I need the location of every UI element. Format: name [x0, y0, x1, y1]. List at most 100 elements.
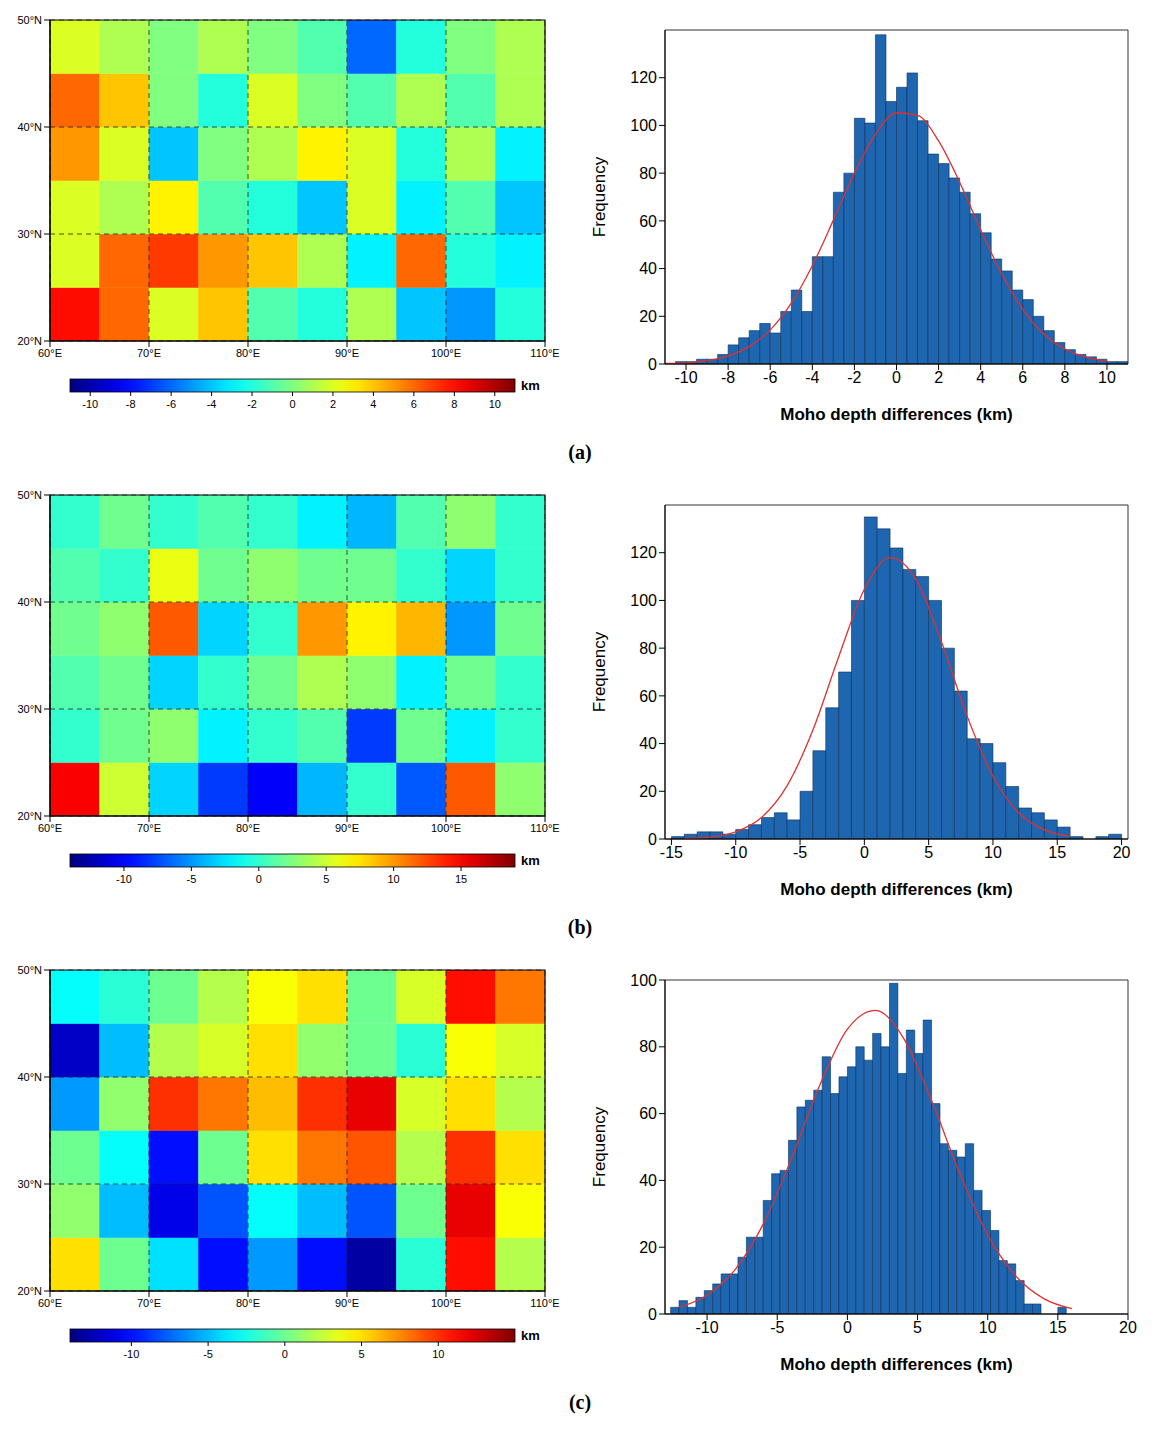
svg-text:-6: -6 [166, 398, 176, 410]
svg-text:20: 20 [1113, 844, 1131, 861]
svg-text:100°E: 100°E [431, 1297, 461, 1309]
svg-text:0: 0 [648, 1306, 657, 1323]
svg-text:8: 8 [451, 398, 457, 410]
svg-text:-5: -5 [793, 844, 807, 861]
svg-text:50°N: 50°N [17, 14, 42, 26]
svg-text:0: 0 [648, 356, 657, 373]
svg-text:120: 120 [630, 544, 657, 561]
svg-text:90°E: 90°E [335, 822, 359, 834]
svg-text:30°N: 30°N [17, 1178, 42, 1190]
svg-text:30°N: 30°N [17, 703, 42, 715]
svg-text:Moho depth differences (km): Moho depth differences (km) [780, 405, 1012, 424]
svg-text:-5: -5 [186, 873, 196, 885]
svg-text:40: 40 [639, 260, 657, 277]
svg-text:20: 20 [639, 783, 657, 800]
svg-text:5: 5 [323, 873, 329, 885]
svg-text:15: 15 [455, 873, 467, 885]
svg-text:100°E: 100°E [431, 822, 461, 834]
svg-text:80: 80 [639, 165, 657, 182]
svg-text:80°E: 80°E [236, 822, 260, 834]
svg-text:0: 0 [256, 873, 262, 885]
svg-text:-15: -15 [660, 844, 683, 861]
svg-text:-4: -4 [207, 398, 217, 410]
svg-text:Frequency: Frequency [590, 631, 609, 712]
svg-text:0: 0 [648, 831, 657, 848]
svg-text:4: 4 [370, 398, 376, 410]
svg-text:60: 60 [639, 688, 657, 705]
svg-text:70°E: 70°E [137, 822, 161, 834]
svg-text:15: 15 [1048, 844, 1066, 861]
svg-text:60°E: 60°E [38, 347, 62, 359]
svg-text:100: 100 [630, 972, 657, 989]
svg-text:6: 6 [1018, 369, 1027, 386]
svg-text:km: km [521, 853, 540, 868]
svg-text:20: 20 [639, 308, 657, 325]
svg-text:20°N: 20°N [17, 1285, 42, 1297]
svg-text:110°E: 110°E [530, 347, 559, 359]
svg-text:80°E: 80°E [236, 1297, 260, 1309]
svg-text:5: 5 [358, 1348, 364, 1360]
svg-text:40°N: 40°N [17, 596, 42, 608]
svg-text:20°N: 20°N [17, 810, 42, 822]
svg-text:8: 8 [1060, 369, 1069, 386]
svg-text:Moho depth differences (km): Moho depth differences (km) [780, 1355, 1012, 1374]
svg-text:110°E: 110°E [530, 822, 559, 834]
svg-text:-6: -6 [763, 369, 777, 386]
svg-text:-5: -5 [203, 1348, 213, 1360]
svg-text:70°E: 70°E [137, 347, 161, 359]
svg-text:40: 40 [639, 735, 657, 752]
svg-text:50°N: 50°N [17, 489, 42, 501]
svg-text:-4: -4 [805, 369, 819, 386]
svg-text:90°E: 90°E [335, 347, 359, 359]
svg-text:5: 5 [913, 1319, 922, 1336]
svg-text:20: 20 [639, 1239, 657, 1256]
svg-text:-10: -10 [123, 1348, 139, 1360]
svg-text:-2: -2 [847, 369, 861, 386]
svg-text:40°N: 40°N [17, 1071, 42, 1083]
svg-text:-10: -10 [116, 873, 132, 885]
svg-text:10: 10 [489, 398, 501, 410]
svg-text:100: 100 [630, 117, 657, 134]
svg-text:-8: -8 [721, 369, 735, 386]
svg-text:0: 0 [892, 369, 901, 386]
svg-text:-2: -2 [247, 398, 257, 410]
svg-text:-8: -8 [126, 398, 136, 410]
svg-text:80: 80 [639, 640, 657, 657]
svg-text:15: 15 [1049, 1319, 1067, 1336]
svg-text:60°E: 60°E [38, 1297, 62, 1309]
svg-text:60: 60 [639, 213, 657, 230]
svg-text:6: 6 [411, 398, 417, 410]
svg-text:80: 80 [639, 1038, 657, 1055]
svg-text:120: 120 [630, 69, 657, 86]
svg-text:-10: -10 [82, 398, 98, 410]
svg-text:10: 10 [432, 1348, 444, 1360]
svg-text:10: 10 [1098, 369, 1116, 386]
svg-text:100°E: 100°E [431, 347, 461, 359]
svg-text:2: 2 [330, 398, 336, 410]
svg-text:2: 2 [934, 369, 943, 386]
svg-text:10: 10 [979, 1319, 997, 1336]
svg-text:0: 0 [289, 398, 295, 410]
svg-text:Frequency: Frequency [590, 156, 609, 237]
svg-text:80°E: 80°E [236, 347, 260, 359]
svg-text:Frequency: Frequency [590, 1106, 609, 1187]
svg-text:-10: -10 [674, 369, 697, 386]
svg-text:60: 60 [639, 1105, 657, 1122]
svg-text:10: 10 [388, 873, 400, 885]
svg-text:20: 20 [1119, 1319, 1137, 1336]
svg-text:5: 5 [924, 844, 933, 861]
svg-text:110°E: 110°E [530, 1297, 559, 1309]
svg-text:0: 0 [860, 844, 869, 861]
svg-text:70°E: 70°E [137, 1297, 161, 1309]
svg-text:40: 40 [639, 1172, 657, 1189]
svg-text:50°N: 50°N [17, 964, 42, 976]
svg-text:0: 0 [843, 1319, 852, 1336]
svg-text:10: 10 [984, 844, 1002, 861]
svg-text:-5: -5 [770, 1319, 784, 1336]
svg-text:40°N: 40°N [17, 121, 42, 133]
svg-text:Moho depth differences (km): Moho depth differences (km) [780, 880, 1012, 899]
svg-text:0: 0 [282, 1348, 288, 1360]
svg-text:km: km [521, 1328, 540, 1343]
svg-text:90°E: 90°E [335, 1297, 359, 1309]
svg-text:60°E: 60°E [38, 822, 62, 834]
